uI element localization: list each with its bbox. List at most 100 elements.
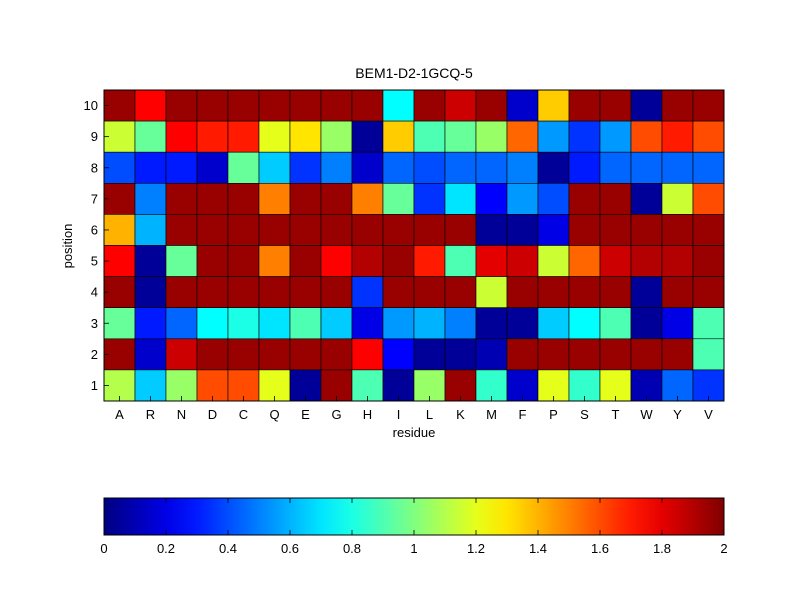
heatmap-cell-C-3	[227, 307, 260, 340]
heatmap-cell-Y-5	[661, 245, 694, 277]
heatmap-cell-D-9	[196, 120, 229, 153]
y-tick-label: 4	[91, 285, 98, 300]
heatmap-cell-P-9	[537, 120, 570, 153]
heatmap-cell-V-9	[692, 120, 725, 153]
heatmap-cell-Y-6	[661, 214, 694, 246]
colorbar: 0 0.2 0.4 0.6 0.8 1 1.2 1.4 1.6 1.8 2	[100, 497, 728, 556]
heatmap-cell-H-1	[351, 369, 384, 402]
chart-title: BEM1-D2-1GCQ-5	[355, 65, 473, 81]
heatmap-cell-H-9	[351, 120, 384, 153]
x-tick-label: N	[177, 407, 186, 422]
heatmap-cell-E-4	[289, 276, 322, 309]
heatmap-cell-P-6	[537, 214, 570, 246]
heatmap-cell-D-7	[196, 183, 229, 215]
heatmap-cell-G-6	[320, 214, 353, 246]
heatmap-cell-N-8	[165, 151, 198, 184]
heatmap-cell-Q-6	[258, 214, 291, 246]
heatmap-cell-L-4	[413, 276, 446, 309]
x-tick-label: E	[301, 407, 310, 422]
heatmap-cell-G-1	[320, 369, 353, 402]
heatmap-cell-E-6	[289, 214, 322, 246]
heatmap-cell-F-2	[506, 338, 539, 371]
heatmap-cell-I-2	[382, 338, 415, 371]
y-tick-label: 10	[84, 98, 98, 113]
heatmap-cell-E-1	[289, 369, 322, 402]
heatmap-cell-C-5	[227, 245, 260, 277]
heatmap-cell-L-2	[413, 338, 446, 371]
heatmap-cell-E-7	[289, 183, 322, 215]
colorbar-tick-label: 0	[100, 541, 107, 556]
heatmap-cell-E-8	[289, 151, 322, 184]
heatmap-cell-D-1	[196, 369, 229, 402]
heatmap-cell-K-5	[444, 245, 477, 277]
heatmap-cell-R-4	[134, 276, 167, 309]
heatmap-cell-L-9	[413, 120, 446, 153]
heatmap-cell-T-3	[599, 307, 632, 340]
heatmap-cell-T-10	[599, 89, 632, 122]
heatmap-cell-M-2	[475, 338, 508, 371]
y-tick-label: 6	[91, 222, 98, 237]
heatmap-cell-V-6	[692, 214, 725, 246]
heatmap-cell-F-9	[506, 120, 539, 153]
heatmap-cell-Q-10	[258, 89, 291, 122]
heatmap-cell-L-7	[413, 183, 446, 215]
colorbar-ticks: 0 0.2 0.4 0.6 0.8 1 1.2 1.4 1.6 1.8 2	[100, 498, 728, 556]
heatmap-cell-A-10	[103, 89, 136, 122]
heatmap-cell-H-10	[351, 89, 384, 122]
x-tick-label: P	[549, 407, 558, 422]
heatmap-cell-M-5	[475, 245, 508, 277]
heatmap-cell-F-10	[506, 89, 539, 122]
heatmap-cell-P-10	[537, 89, 570, 122]
x-tick-label: A	[115, 407, 124, 422]
heatmap-cell-W-9	[630, 120, 663, 153]
heatmap-cell-S-1	[568, 369, 601, 402]
heatmap-cell-F-8	[506, 151, 539, 184]
heatmap-cell-R-10	[134, 89, 167, 122]
heatmap-cell-L-8	[413, 151, 446, 184]
heatmap-cell-T-5	[599, 245, 632, 277]
heatmap-cell-I-5	[382, 245, 415, 277]
heatmap-cell-Y-2	[661, 338, 694, 371]
heatmap-cell-S-8	[568, 151, 601, 184]
heatmap-cell-Y-10	[661, 89, 694, 122]
x-tick-label: Y	[673, 407, 682, 422]
heatmap-cell-L-10	[413, 89, 446, 122]
heatmap-cell-M-9	[475, 120, 508, 153]
heatmap-cell-R-6	[134, 214, 167, 246]
heatmap-cell-V-10	[692, 89, 725, 122]
x-tick-label: H	[363, 407, 372, 422]
heatmap-cell-F-7	[506, 183, 539, 215]
heatmap-cell-G-7	[320, 183, 353, 215]
heatmap-cell-P-3	[537, 307, 570, 340]
heatmap-cell-I-3	[382, 307, 415, 340]
heatmap-cell-I-6	[382, 214, 415, 246]
heatmap-cell-K-8	[444, 151, 477, 184]
colorbar-tick-label: 1.2	[467, 541, 485, 556]
y-axis-label: position	[60, 224, 75, 269]
heatmap-cells	[103, 89, 725, 402]
colorbar-tick-label: 0.2	[157, 541, 175, 556]
heatmap-cell-V-3	[692, 307, 725, 340]
heatmap-cell-I-7	[382, 183, 415, 215]
heatmap-cell-G-8	[320, 151, 353, 184]
heatmap-cell-W-4	[630, 276, 663, 309]
heatmap-cell-F-5	[506, 245, 539, 277]
heatmap-cell-P-4	[537, 276, 570, 309]
heatmap-cell-P-7	[537, 183, 570, 215]
heatmap-cell-E-2	[289, 338, 322, 371]
heatmap-cell-S-5	[568, 245, 601, 277]
colorbar-tick-label: 1.8	[653, 541, 671, 556]
heatmap-cell-C-1	[227, 369, 260, 402]
heatmap-cell-P-5	[537, 245, 570, 277]
x-tick-label: Q	[269, 407, 279, 422]
heatmap-cell-Q-1	[258, 369, 291, 402]
heatmap-cell-T-1	[599, 369, 632, 402]
heatmap-cell-G-9	[320, 120, 353, 153]
heatmap-cell-K-9	[444, 120, 477, 153]
heatmap-cell-W-2	[630, 338, 663, 371]
heatmap-cell-M-10	[475, 89, 508, 122]
heatmap-cell-N-6	[165, 214, 198, 246]
x-tick-label: F	[519, 407, 527, 422]
heatmap-cell-Q-5	[258, 245, 291, 277]
